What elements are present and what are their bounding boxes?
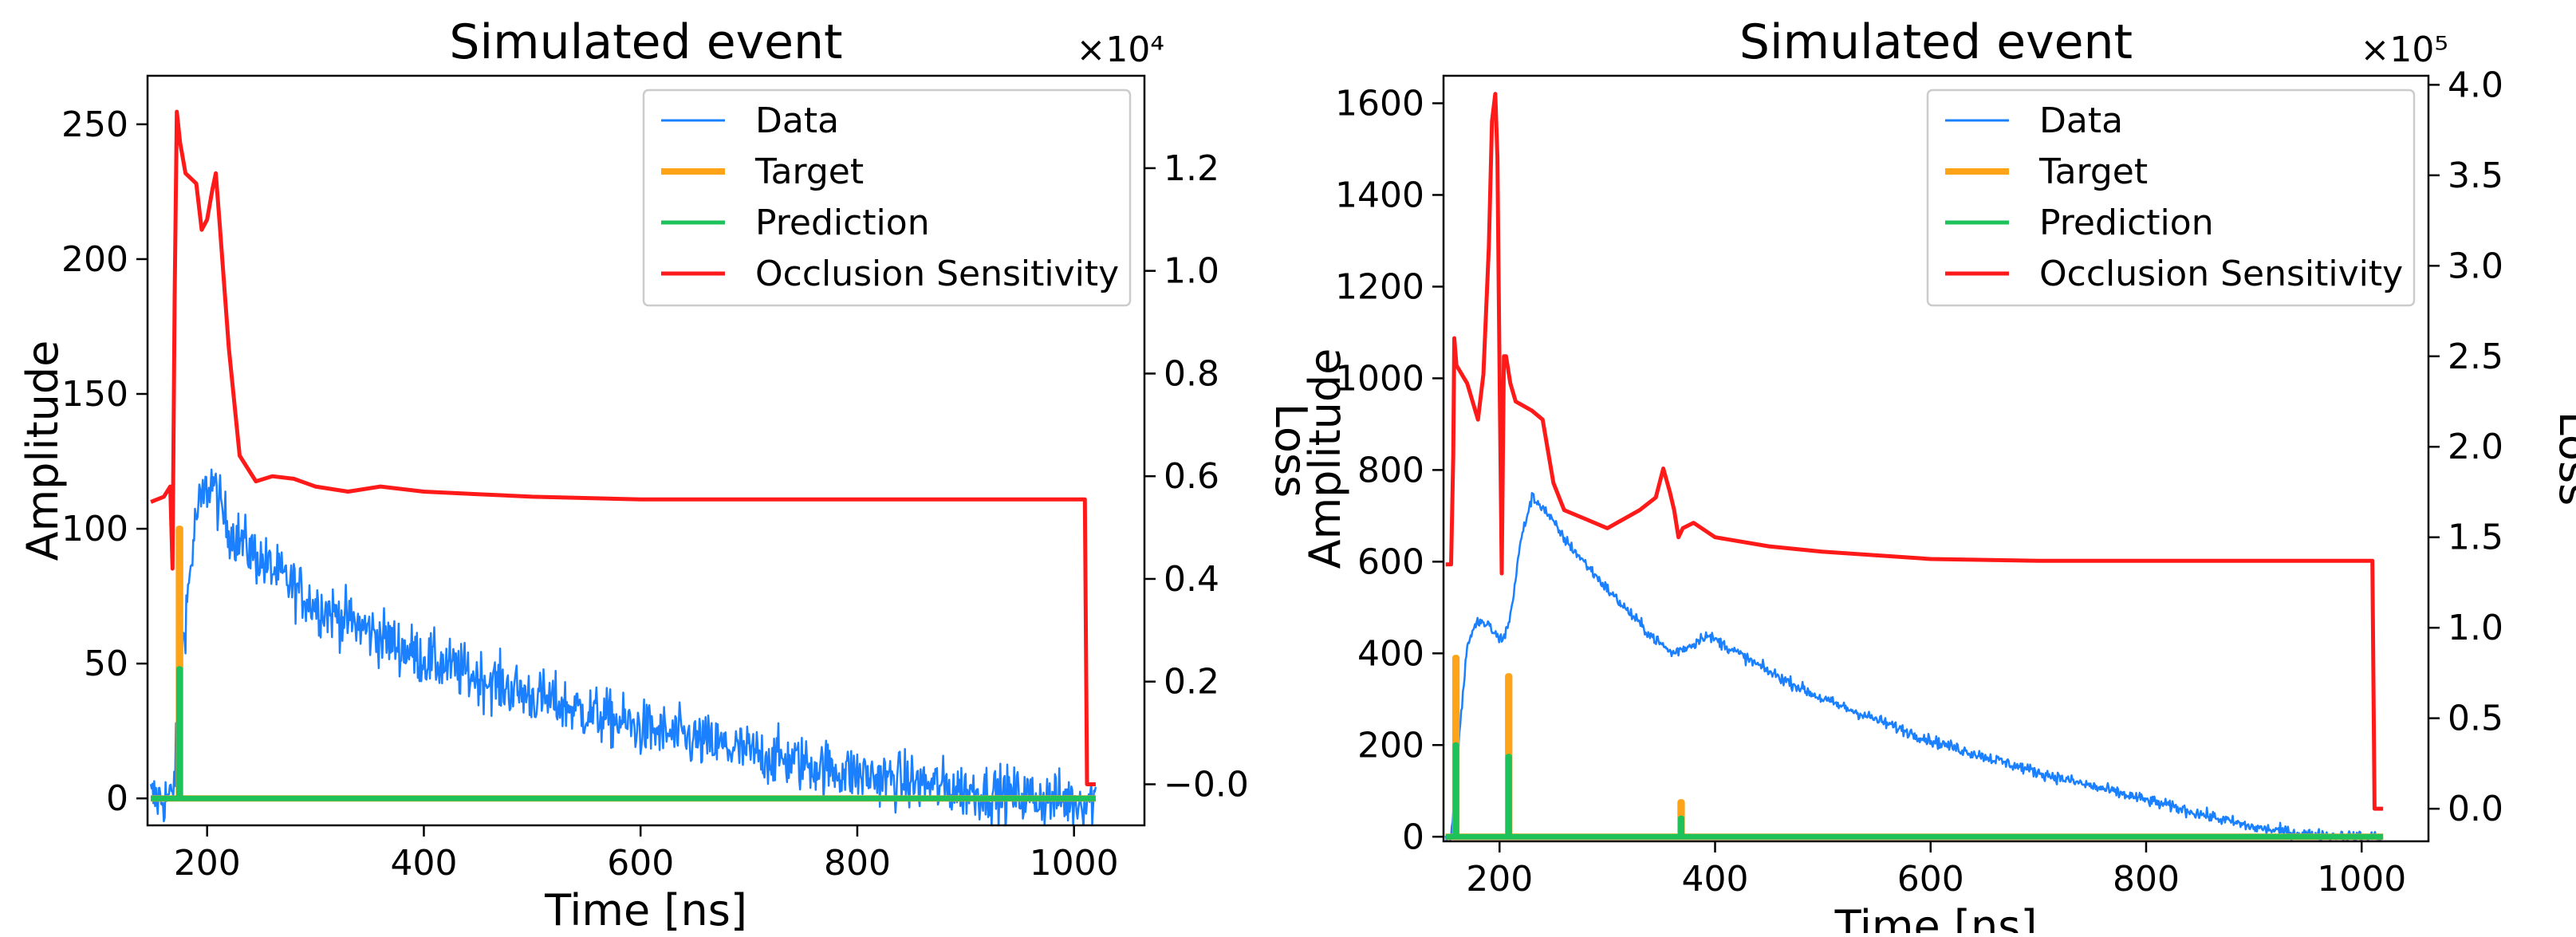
x-tick-label: 200 bbox=[174, 843, 241, 884]
y-tick-label: 1600 bbox=[1335, 83, 1424, 124]
legend-label: Occlusion Sensitivity bbox=[2039, 254, 2403, 294]
y2-exponent-label: ×10⁵ bbox=[2361, 30, 2449, 70]
y2-tick-label: 0.0 bbox=[2448, 789, 2503, 829]
y2-tick-label: 2.5 bbox=[2448, 337, 2503, 377]
y2-tick-label: 2.0 bbox=[2448, 427, 2503, 467]
x-tick-label: 1000 bbox=[2317, 859, 2406, 900]
plot-area bbox=[1444, 92, 2384, 841]
x-axis-label: Time [ns] bbox=[1834, 901, 2038, 933]
x-tick-label: 400 bbox=[1682, 859, 1749, 900]
y-tick-label: 400 bbox=[1357, 633, 1424, 674]
y2-tick-label: 4.0 bbox=[2448, 65, 2503, 105]
legend-label: Target bbox=[2038, 152, 2148, 192]
legend: Data Target Prediction Occlusion Sensitivit… bbox=[1926, 89, 2416, 307]
legend-label: Data bbox=[755, 100, 839, 141]
y-tick-label: 200 bbox=[1357, 725, 1424, 766]
y2-tick-label: 0.5 bbox=[2448, 699, 2503, 739]
series-line-prediction bbox=[1445, 742, 2384, 840]
y-tick-label: 150 bbox=[61, 374, 128, 415]
y2-tick-label: 1.0 bbox=[1164, 251, 1219, 292]
legend-box bbox=[642, 89, 1132, 307]
y2-tick-label: 3.5 bbox=[2448, 156, 2503, 196]
y-tick-label: 1200 bbox=[1335, 266, 1424, 307]
legend-label: Occlusion Sensitivity bbox=[755, 254, 1119, 294]
y-tick-label: 600 bbox=[1357, 541, 1424, 582]
y-tick-label: 1000 bbox=[1335, 358, 1424, 399]
axes-frame bbox=[146, 74, 1146, 827]
y2-tick-label: 0.8 bbox=[1164, 353, 1219, 394]
y2-exponent-label: ×10⁴ bbox=[1077, 30, 1165, 70]
x-tick-label: 1000 bbox=[1030, 843, 1119, 884]
y-axis-label: Amplitude bbox=[1300, 348, 1350, 569]
y-tick-label: 0 bbox=[106, 778, 128, 819]
plot-area bbox=[149, 109, 1097, 825]
x-tick-label: 600 bbox=[607, 843, 674, 884]
x-axis-label: Time [ns] bbox=[544, 885, 747, 933]
y2-tick-label: 0.6 bbox=[1164, 456, 1219, 497]
x-tick-label: 400 bbox=[390, 843, 457, 884]
series-line-data bbox=[1444, 491, 2383, 841]
series-line-target bbox=[151, 526, 1096, 802]
y-tick-label: 200 bbox=[61, 239, 128, 280]
legend-label: Target bbox=[754, 152, 864, 192]
y2-tick-label: 1.0 bbox=[2448, 608, 2503, 648]
y-axis-label: Amplitude bbox=[18, 341, 68, 561]
y2-tick-label: 1.2 bbox=[1164, 148, 1219, 189]
legend-label: Prediction bbox=[755, 203, 930, 243]
x-tick-label: 200 bbox=[1466, 859, 1533, 900]
chart-panel-2: Simulated event ×10⁵ 200 400 600 800 1000 0 200 4… bbox=[1300, 14, 2576, 937]
chart-title: Simulated event bbox=[1739, 14, 2133, 70]
y2-axis-label: Loss bbox=[1266, 404, 1316, 498]
legend-label: Data bbox=[2039, 100, 2123, 141]
y-tick-label: 250 bbox=[61, 104, 128, 145]
y2-tick-label: 0.4 bbox=[1164, 559, 1219, 600]
legend-label: Prediction bbox=[2039, 203, 2214, 243]
chart-panel-1: Simulated event ×10⁴ 200 400 600 800 1000 0 50 10… bbox=[18, 14, 1316, 935]
y-tick-label: 100 bbox=[61, 509, 128, 549]
series-line-occlusion-sensitivity bbox=[1445, 92, 2384, 811]
series-line-target bbox=[1445, 655, 2384, 841]
y-tick-label: 1400 bbox=[1335, 175, 1424, 215]
y2-axis-label: Loss bbox=[2550, 411, 2576, 506]
axes-frame bbox=[1442, 74, 2430, 843]
x-tick-label: 800 bbox=[824, 843, 891, 884]
legend-box bbox=[1926, 89, 2416, 307]
x-tick-label: 600 bbox=[1897, 859, 1964, 900]
series-line-occlusion-sensitivity bbox=[150, 109, 1096, 786]
y-tick-label: 800 bbox=[1357, 450, 1424, 490]
series-line-prediction bbox=[151, 666, 1096, 801]
y-tick-label: 50 bbox=[84, 644, 128, 684]
y2-tick-label: 3.0 bbox=[2448, 246, 2503, 286]
y-tick-label: 0 bbox=[1402, 817, 1424, 857]
chart-title: Simulated event bbox=[449, 14, 842, 70]
legend: Data Target Prediction Occlusion Sensitivit… bbox=[642, 89, 1132, 307]
series-line-data bbox=[149, 468, 1097, 825]
y2-tick-label: 1.5 bbox=[2448, 518, 2503, 558]
y2-tick-label: 0.2 bbox=[1164, 662, 1219, 703]
y2-tick-label: −0.0 bbox=[1164, 764, 1249, 805]
x-tick-label: 800 bbox=[2113, 859, 2180, 900]
